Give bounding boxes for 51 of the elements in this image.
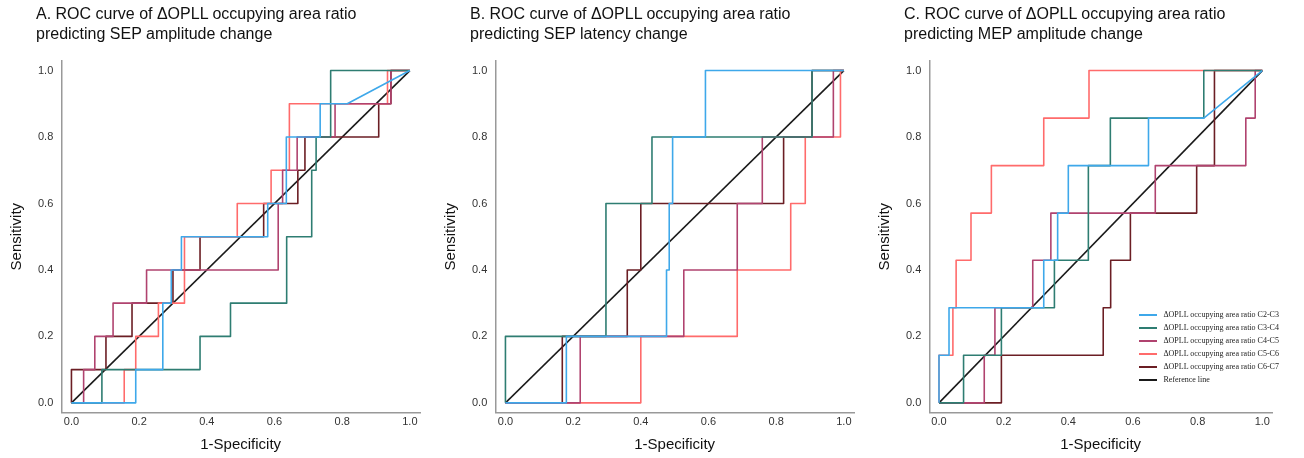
x-tick-label: 1.0	[1254, 415, 1270, 428]
y-tick-label: 0.2	[37, 329, 54, 342]
legend-label: ΔOPLL occupying area ratio C2-C3	[1163, 310, 1279, 320]
legend-label: ΔOPLL occupying area ratio C6-C7	[1163, 362, 1279, 372]
legend-label: ΔOPLL occupying area ratio C3-C4	[1163, 323, 1279, 333]
x-tick-label: 0.2	[565, 415, 581, 428]
legend-label: ΔOPLL occupying area ratio C5-C6	[1163, 349, 1279, 359]
x-tick-label: 0.0	[63, 415, 80, 428]
x-tick-label: 0.0	[931, 415, 947, 428]
y-tick-label: 0.6	[37, 196, 54, 209]
chart-title: A. ROC curve of ΔOPLL occupying area ratio predicting SEP amplitude change	[36, 4, 358, 44]
x-tick-label: 0.8	[334, 415, 350, 428]
x-tick-label: 0.8	[1189, 415, 1206, 428]
y-tick-label: 0.4	[37, 262, 54, 275]
x-tick-label: 0.0	[497, 415, 514, 428]
chart-title: C. ROC curve of ΔOPLL occupying area ratio predicting MEP amplitude change	[904, 4, 1227, 44]
y-axis-title: Sensitivity	[441, 202, 459, 271]
y-tick-label: 0.8	[37, 130, 54, 143]
y-tick-label: 0.4	[471, 262, 488, 275]
x-tick-label: 0.4	[199, 415, 215, 428]
y-tick-label: 0.8	[471, 130, 488, 143]
x-axis-title: 1-Specificity	[200, 435, 282, 453]
legend-label: Reference line	[1163, 375, 1210, 385]
y-tick-label: 0.0	[471, 395, 488, 408]
x-axis-title: 1-Specificity	[634, 435, 716, 453]
x-tick-label: 0.4	[1060, 415, 1076, 428]
x-tick-label: 1.0	[402, 415, 418, 428]
y-tick-label: 0.2	[905, 329, 922, 342]
y-tick-label: 1.0	[37, 63, 54, 76]
legend-label: ΔOPLL occupying area ratio C4-C5	[1163, 336, 1279, 346]
y-tick-label: 0.6	[471, 196, 488, 209]
y-tick-label: 0.4	[905, 262, 922, 275]
chart-title: B. ROC curve of ΔOPLL occupying area ratio predicting SEP latency change	[470, 4, 792, 44]
x-axis-title: 1-Specificity	[1060, 435, 1142, 453]
x-tick-label: 0.6	[266, 415, 283, 428]
y-tick-label: 0.6	[905, 196, 922, 209]
x-tick-label: 0.2	[996, 415, 1012, 428]
y-tick-label: 1.0	[905, 63, 922, 76]
x-tick-label: 0.4	[633, 415, 649, 428]
y-axis-title: Sensitivity	[875, 202, 893, 271]
x-tick-label: 1.0	[836, 415, 852, 428]
x-tick-label: 0.8	[768, 415, 784, 428]
y-tick-label: 0.8	[905, 130, 922, 143]
y-tick-label: 0.0	[905, 395, 922, 408]
x-tick-label: 0.6	[1125, 415, 1141, 428]
x-tick-label: 0.2	[131, 415, 147, 428]
x-tick-label: 0.6	[700, 415, 717, 428]
y-axis-title: Sensitivity	[7, 202, 25, 271]
y-tick-label: 0.0	[37, 395, 54, 408]
y-tick-label: 1.0	[471, 63, 488, 76]
y-tick-label: 0.2	[471, 329, 488, 342]
